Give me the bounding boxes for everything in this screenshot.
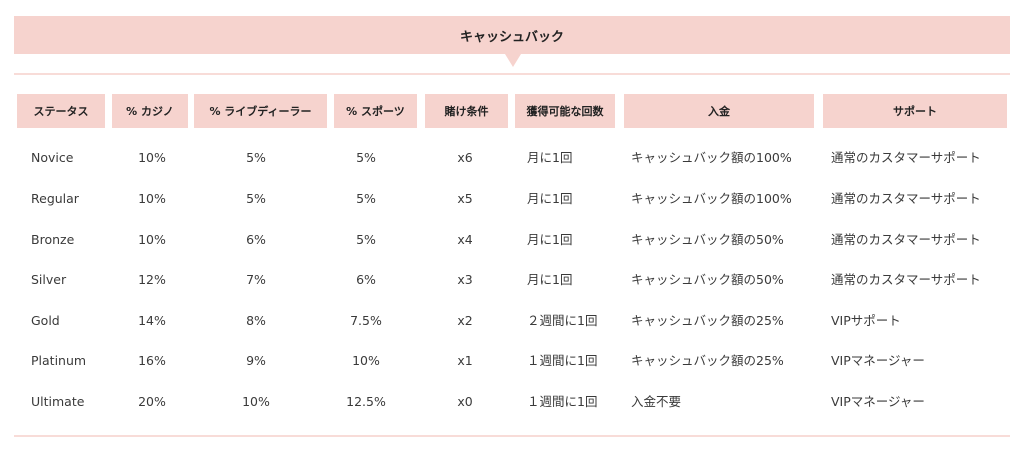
cell-frequency: 月に1回 xyxy=(527,232,573,247)
banner-pointer-arrow xyxy=(505,54,521,67)
cell-status: Gold xyxy=(31,313,60,328)
header-casino: % カジノ xyxy=(112,94,188,128)
header-support: サポート xyxy=(823,94,1007,128)
cell-frequency: １週間に1回 xyxy=(527,394,598,409)
cell-sports: 5% xyxy=(356,191,376,206)
cell-live-dealer: 5% xyxy=(246,191,266,206)
cell-live-dealer: 7% xyxy=(246,272,266,287)
divider-bottom xyxy=(14,435,1010,437)
cell-sports: 12.5% xyxy=(346,394,386,409)
cell-deposit: キャッシュバック額の25% xyxy=(631,353,784,368)
cell-deposit: 入金不要 xyxy=(631,394,682,409)
cell-support: 通常のカスタマーサポート xyxy=(831,232,981,247)
cell-frequency: １週間に1回 xyxy=(527,353,598,368)
cell-sports: 7.5% xyxy=(350,313,382,328)
cell-live-dealer: 10% xyxy=(242,394,270,409)
cell-support: 通常のカスタマーサポート xyxy=(831,272,981,287)
cell-deposit: キャッシュバック額の25% xyxy=(631,313,784,328)
table-row: Novice 10% 5% 5% x6 月に1回 キャッシュバック額の100% … xyxy=(0,146,1024,170)
cell-sports: 6% xyxy=(356,272,376,287)
cell-live-dealer: 8% xyxy=(246,313,266,328)
cell-frequency: 月に1回 xyxy=(527,150,573,165)
cell-support: 通常のカスタマーサポート xyxy=(831,150,981,165)
cell-casino: 12% xyxy=(138,272,166,287)
header-frequency: 獲得可能な回数 xyxy=(515,94,615,128)
cell-live-dealer: 9% xyxy=(246,353,266,368)
cell-frequency: 月に1回 xyxy=(527,272,573,287)
cell-deposit: キャッシュバック額の100% xyxy=(631,150,792,165)
cell-frequency: ２週間に1回 xyxy=(527,313,598,328)
header-deposit: 入金 xyxy=(624,94,814,128)
header-wagering: 賭け条件 xyxy=(425,94,508,128)
cell-deposit: キャッシュバック額の50% xyxy=(631,272,784,287)
cell-wagering: x0 xyxy=(457,394,473,409)
cell-deposit: キャッシュバック額の50% xyxy=(631,232,784,247)
cell-frequency: 月に1回 xyxy=(527,191,573,206)
cell-support: 通常のカスタマーサポート xyxy=(831,191,981,206)
cell-status: Silver xyxy=(31,272,67,287)
cell-wagering: x3 xyxy=(457,272,473,287)
cell-casino: 10% xyxy=(138,232,166,247)
cell-status: Bronze xyxy=(31,232,75,247)
cell-casino: 10% xyxy=(138,191,166,206)
header-status: ステータス xyxy=(17,94,105,128)
cell-sports: 5% xyxy=(356,150,376,165)
cell-sports: 5% xyxy=(356,232,376,247)
cell-wagering: x4 xyxy=(457,232,473,247)
header-live-dealer: % ライブディーラー xyxy=(194,94,327,128)
cell-live-dealer: 6% xyxy=(246,232,266,247)
cell-casino: 14% xyxy=(138,313,166,328)
table-row: Silver 12% 7% 6% x3 月に1回 キャッシュバック額の50% 通… xyxy=(0,268,1024,292)
table-row: Platinum 16% 9% 10% x1 １週間に1回 キャッシュバック額の… xyxy=(0,349,1024,373)
cell-status: Regular xyxy=(31,191,79,206)
banner-title: キャッシュバック xyxy=(459,29,564,45)
table-row: Gold 14% 8% 7.5% x2 ２週間に1回 キャッシュバック額の25%… xyxy=(0,309,1024,333)
cell-support: VIPマネージャー xyxy=(831,394,925,409)
cell-live-dealer: 5% xyxy=(246,150,266,165)
cell-support: VIPマネージャー xyxy=(831,353,925,368)
cell-wagering: x5 xyxy=(457,191,473,206)
table-row: Regular 10% 5% 5% x5 月に1回 キャッシュバック額の100%… xyxy=(0,187,1024,211)
cashback-banner: キャッシュバック xyxy=(14,16,1010,54)
cell-casino: 16% xyxy=(138,353,166,368)
table-row: Bronze 10% 6% 5% x4 月に1回 キャッシュバック額の50% 通… xyxy=(0,228,1024,252)
cell-status: Novice xyxy=(31,150,74,165)
divider-top xyxy=(14,73,1010,75)
cell-casino: 10% xyxy=(138,150,166,165)
cell-wagering: x2 xyxy=(457,313,473,328)
table-row: Ultimate 20% 10% 12.5% x0 １週間に1回 入金不要 VI… xyxy=(0,390,1024,414)
cell-wagering: x1 xyxy=(457,353,473,368)
cell-support: VIPサポート xyxy=(831,313,901,328)
cell-status: Ultimate xyxy=(31,394,85,409)
header-sports: % スポーツ xyxy=(334,94,417,128)
cell-casino: 20% xyxy=(138,394,166,409)
cell-wagering: x6 xyxy=(457,150,473,165)
cell-sports: 10% xyxy=(352,353,380,368)
cell-status: Platinum xyxy=(31,353,87,368)
cell-deposit: キャッシュバック額の100% xyxy=(631,191,792,206)
